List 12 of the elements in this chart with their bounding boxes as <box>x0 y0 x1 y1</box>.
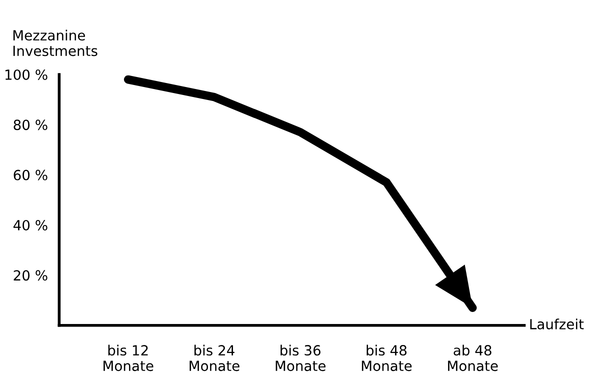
y-tick-label: 80 % <box>14 120 48 130</box>
x-tick-label: bis 12 Monate <box>104 344 154 372</box>
x-tick-label: bis 48 Monate <box>362 344 412 372</box>
y-tick-label: 100 % <box>5 69 48 80</box>
y-tick-label: 20 % <box>14 270 48 281</box>
x-tick-label: bis 36 Monate <box>276 344 326 372</box>
x-tick-label: ab 48 Monate <box>448 344 498 372</box>
y-tick-label: 60 % <box>14 170 48 180</box>
y-axis-title: Mezzanine Investments <box>13 30 98 56</box>
x-axis-title: Laufzeit <box>530 318 584 330</box>
x-tick-label: bis 24 Monate <box>190 344 240 372</box>
y-tick-label: 40 % <box>13 220 48 230</box>
